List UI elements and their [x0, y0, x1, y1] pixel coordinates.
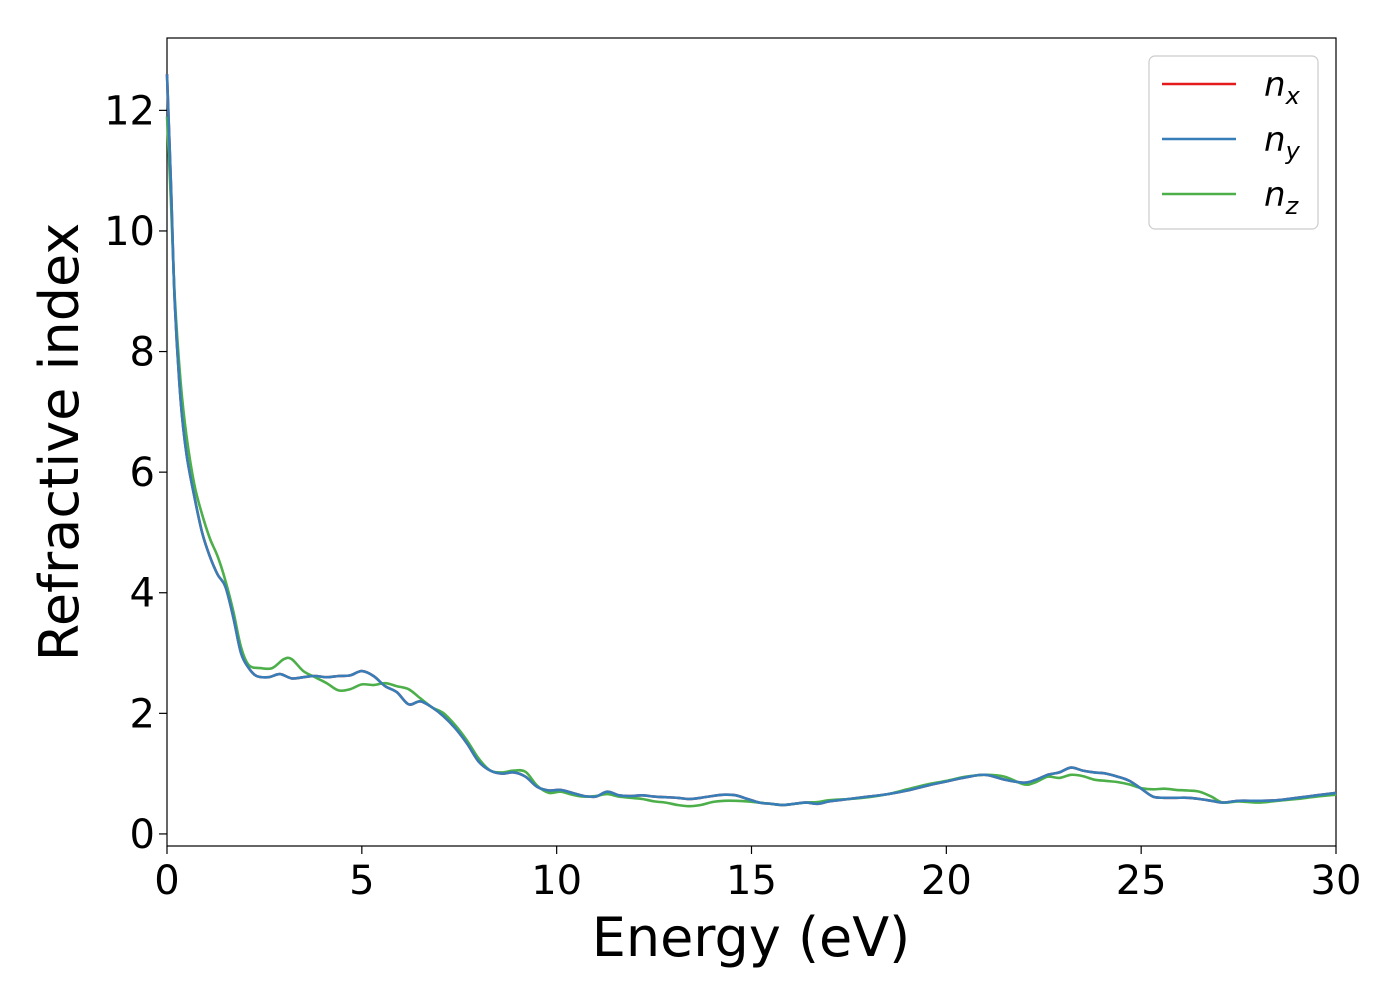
y-tick-label: 12 [104, 88, 155, 134]
legend-label-nx: nx [1264, 65, 1301, 110]
x-tick-label: 0 [154, 858, 179, 904]
x-axis-label: Energy (eV) [592, 906, 911, 969]
series-line-nz [165, 116, 1337, 808]
x-tick-label: 25 [1116, 858, 1167, 904]
y-tick-label: 6 [130, 450, 155, 496]
legend-items: nx ny nz [1162, 65, 1301, 220]
series-line-ny [165, 74, 1337, 807]
x-tick-label: 5 [349, 858, 374, 904]
x-tick-label: 30 [1311, 858, 1362, 904]
x-tick-label: 10 [531, 858, 582, 904]
legend-label-nz: nz [1264, 175, 1300, 220]
x-tick-label: 15 [726, 858, 777, 904]
y-tick-label: 2 [130, 691, 155, 737]
legend-label-ny: ny [1264, 120, 1301, 165]
legend: nx ny nz [1148, 55, 1319, 230]
y-tick-label: 4 [130, 571, 155, 617]
y-tick-label: 10 [104, 209, 155, 255]
x-tick-label: 20 [921, 858, 972, 904]
x-axis-ticks: 0 5 10 15 20 25 30 [154, 846, 1361, 904]
y-tick-label: 0 [130, 812, 155, 858]
y-axis-label: Refractive index [28, 223, 91, 662]
y-tick-label: 8 [130, 330, 155, 376]
legend-box [1148, 55, 1319, 230]
y-axis-ticks: 0 2 4 6 8 10 12 [104, 88, 167, 858]
series-lines [165, 74, 1337, 808]
